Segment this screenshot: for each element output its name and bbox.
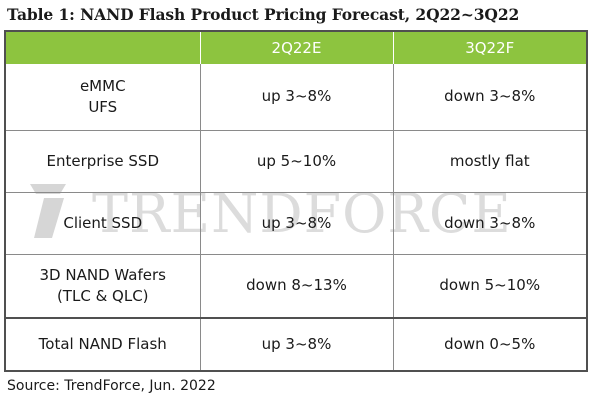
source-note: Source: TrendForce, Jun. 2022 <box>7 378 216 394</box>
q3-forecast-cell: down 0~5% <box>393 317 586 370</box>
header-product <box>6 32 201 64</box>
q3-forecast-cell: down 5~10% <box>393 253 586 318</box>
q3-forecast-cell: down 3~8% <box>444 87 536 106</box>
product-label: Total NAND Flash <box>38 335 167 353</box>
product-cell: Total NAND Flash <box>6 317 201 370</box>
q2-forecast-cell: down 8~13% <box>200 253 394 318</box>
table-row: eMMC UFS up 3~8% down 3~8% <box>6 64 586 130</box>
product-cell: Enterprise SSD <box>6 129 201 192</box>
q3-forecast-cell: mostly flat <box>393 129 586 192</box>
table-frame <box>4 30 588 372</box>
header-3q22f: 3Q22F <box>393 32 586 64</box>
product-label: eMMC <box>79 76 126 95</box>
table-row: 3D NAND Wafers (TLC & QLC) down 8~13% do… <box>6 253 586 318</box>
header-2q22e: 2Q22E <box>200 32 394 64</box>
product-label: 3D NAND Wafers <box>39 265 166 284</box>
q2-forecast-cell: up 5~10% <box>200 129 394 192</box>
table-row: Client SSD up 3~8% down 3~8% <box>6 191 586 254</box>
pricing-table: 2Q22E 3Q22F eMMC UFS up 3~8% down 3~8% E… <box>6 32 586 370</box>
product-label: Client SSD <box>63 213 143 232</box>
product-cell: Client SSD <box>6 191 201 254</box>
product-label: UFS <box>88 97 118 116</box>
product-cell: eMMC UFS <box>6 64 201 130</box>
product-label: Enterprise SSD <box>46 151 160 170</box>
product-label: (TLC & QLC) <box>56 286 149 305</box>
q2-forecast-cell: up 3~8% <box>200 317 394 370</box>
q2-forecast-cell: up 3~8% <box>200 191 394 254</box>
header-row: 2Q22E 3Q22F <box>6 32 586 64</box>
table-row-total: Total NAND Flash up 3~8% down 0~5% <box>6 317 586 370</box>
q3-forecast-cell: down 3~8% <box>393 191 586 254</box>
product-cell: 3D NAND Wafers (TLC & QLC) <box>6 253 201 318</box>
table-row: Enterprise SSD up 5~10% mostly flat <box>6 129 586 192</box>
q2-forecast-cell: up 3~8% <box>200 64 394 130</box>
table-title: Table 1: NAND Flash Product Pricing Fore… <box>7 5 520 24</box>
